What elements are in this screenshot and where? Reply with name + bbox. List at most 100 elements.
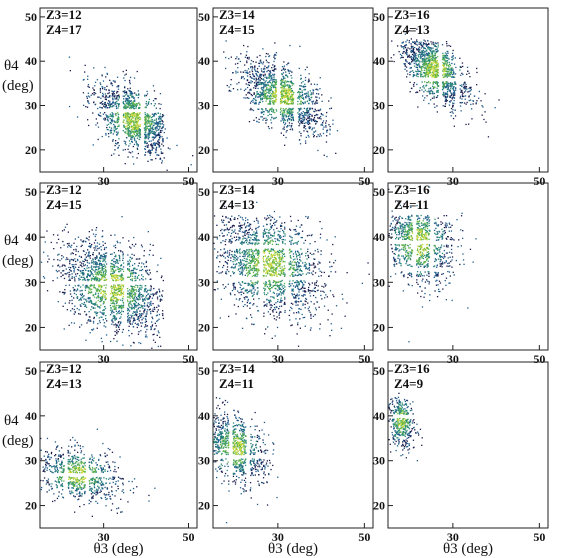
density-point — [446, 96, 448, 99]
density-point — [291, 84, 294, 86]
density-point — [138, 299, 140, 301]
density-point — [115, 274, 117, 276]
density-point — [459, 105, 462, 107]
density-point — [124, 112, 126, 115]
density-point — [315, 101, 317, 103]
density-point — [417, 59, 419, 61]
density-point — [257, 71, 259, 73]
density-point — [145, 124, 147, 126]
density-point — [147, 160, 149, 162]
density-point — [112, 101, 114, 104]
density-point — [330, 107, 333, 109]
density-point — [298, 67, 300, 70]
density-point — [289, 86, 291, 88]
density-point — [465, 86, 468, 88]
density-point — [162, 140, 164, 142]
density-point — [112, 99, 114, 101]
density-point — [145, 140, 147, 143]
density-point — [129, 321, 131, 323]
density-point — [152, 136, 154, 139]
density-point — [128, 104, 130, 106]
density-point — [150, 143, 153, 145]
density-point — [287, 109, 289, 111]
density-point — [283, 85, 285, 88]
density-point — [444, 61, 446, 63]
density-point — [273, 56, 275, 58]
density-point — [270, 109, 272, 111]
density-point — [107, 116, 109, 119]
density-point — [437, 44, 439, 46]
density-point — [138, 130, 140, 132]
density-point — [453, 91, 456, 94]
density-point — [248, 58, 250, 60]
density-point — [76, 297, 79, 299]
density-point — [271, 67, 273, 69]
density-point — [147, 298, 149, 301]
density-point — [102, 103, 104, 105]
density-point — [149, 115, 151, 117]
density-point — [325, 141, 328, 143]
density-point — [308, 121, 310, 123]
density-point — [138, 126, 140, 128]
density-point — [128, 116, 130, 118]
density-point — [429, 48, 431, 50]
density-point — [289, 44, 291, 47]
density-point — [267, 69, 269, 72]
density-point — [301, 115, 303, 117]
density-point — [109, 132, 112, 134]
density-point — [446, 81, 449, 83]
density-point — [153, 142, 155, 144]
density-point — [91, 329, 94, 331]
density-point — [104, 117, 106, 119]
density-point — [115, 112, 117, 115]
density-point — [161, 120, 163, 122]
density-point — [416, 75, 418, 77]
density-point — [433, 49, 435, 52]
density-point — [424, 81, 426, 83]
density-point — [263, 117, 265, 120]
density-point — [444, 55, 446, 57]
density-point — [112, 80, 114, 82]
density-point — [127, 307, 129, 310]
density-point — [452, 109, 454, 111]
density-point — [135, 141, 137, 144]
density-point — [86, 265, 88, 267]
density-point — [437, 68, 439, 71]
density-point — [452, 83, 454, 86]
density-point — [161, 295, 163, 298]
density-point — [461, 62, 464, 64]
density-point — [137, 333, 140, 335]
density-point — [312, 133, 314, 135]
density-point — [133, 318, 136, 320]
density-point — [303, 98, 305, 100]
density-point — [321, 94, 323, 96]
density-point — [101, 267, 103, 269]
density-point — [130, 289, 133, 292]
density-point — [158, 143, 160, 145]
density-point — [111, 259, 114, 261]
density-point — [313, 136, 315, 138]
density-point — [317, 117, 319, 119]
density-point — [95, 118, 97, 120]
density-point — [155, 157, 157, 160]
density-point — [273, 76, 275, 78]
density-point — [263, 97, 266, 99]
density-point — [312, 119, 315, 121]
density-point — [448, 89, 450, 91]
density-point — [431, 52, 434, 54]
density-point — [322, 128, 324, 130]
density-point — [260, 61, 262, 63]
density-point — [274, 112, 276, 114]
density-point — [284, 101, 286, 103]
density-point — [117, 121, 119, 123]
density-point — [105, 263, 108, 265]
density-point — [47, 255, 49, 257]
density-point — [329, 129, 331, 131]
density-point — [258, 62, 260, 64]
density-point — [147, 125, 149, 127]
density-point — [130, 104, 132, 107]
density-point — [68, 279, 70, 281]
density-point — [129, 294, 131, 297]
density-point — [156, 320, 158, 322]
density-point — [122, 328, 124, 331]
